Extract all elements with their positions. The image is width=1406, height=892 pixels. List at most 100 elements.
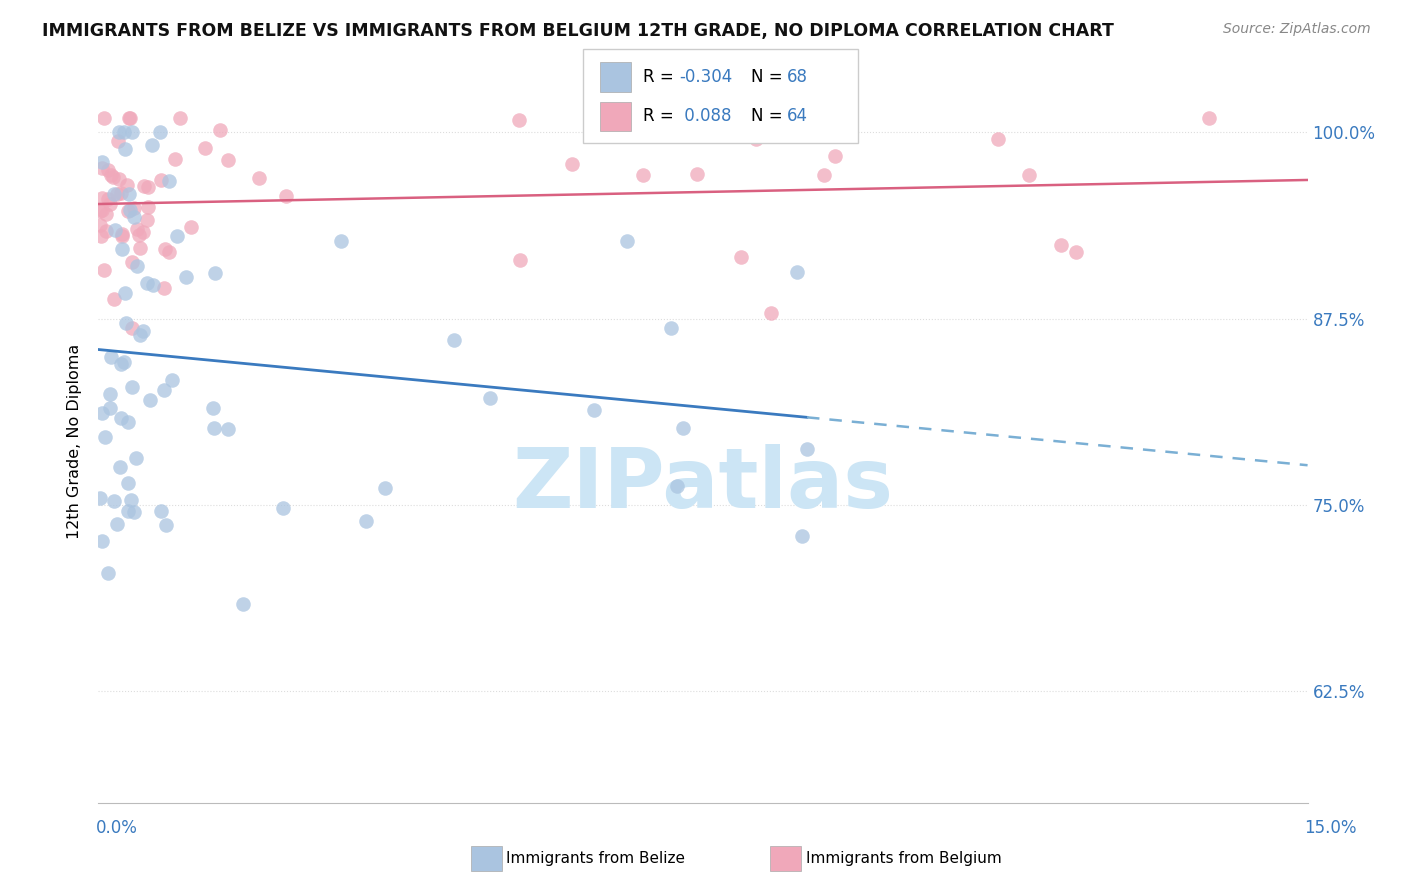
Point (232, 598, 254, 612)
Point (120, 493, 142, 508)
Point (1198, 111, 1220, 125)
Point (169, 111, 191, 125)
Point (110, 242, 132, 256)
Text: N =: N = (751, 68, 787, 87)
Point (128, 228, 150, 243)
Point (128, 241, 150, 255)
Point (117, 111, 139, 125)
Point (112, 125, 135, 139)
Point (152, 383, 174, 397)
Point (136, 180, 159, 194)
Text: N =: N = (751, 108, 787, 126)
Point (374, 481, 396, 495)
Point (89, 218, 111, 232)
Point (659, 321, 682, 335)
Point (91, 191, 114, 205)
Point (478, 391, 501, 405)
Point (114, 142, 136, 156)
Point (508, 112, 530, 127)
Text: IMMIGRANTS FROM BELIZE VS IMMIGRANTS FROM BELGIUM 12TH GRADE, NO DIPLOMA CORRELA: IMMIGRANTS FROM BELIZE VS IMMIGRANTS FRO… (42, 22, 1114, 40)
Point (91, 406, 114, 420)
Point (633, 168, 655, 182)
Text: Source: ZipAtlas.com: Source: ZipAtlas.com (1223, 22, 1371, 37)
Point (153, 242, 176, 256)
Point (745, 132, 768, 146)
Point (792, 529, 814, 543)
Point (91, 533, 114, 548)
Point (121, 125, 143, 139)
Point (114, 285, 136, 300)
Point (110, 357, 132, 371)
Point (730, 250, 752, 264)
Point (443, 334, 465, 348)
Point (132, 324, 155, 338)
Point (136, 212, 159, 227)
Point (122, 201, 145, 215)
Point (97, 566, 120, 580)
Point (118, 202, 141, 217)
Text: -0.304: -0.304 (679, 68, 733, 87)
Point (142, 277, 165, 292)
Point (97, 192, 120, 206)
Point (98, 401, 121, 416)
Point (90, 155, 112, 169)
Text: Immigrants from Belize: Immigrants from Belize (506, 851, 685, 865)
Point (94, 430, 117, 444)
Point (354, 514, 377, 528)
Point (89, 491, 111, 506)
Point (121, 320, 143, 334)
Point (217, 153, 239, 167)
Text: R =: R = (643, 108, 679, 126)
Point (180, 220, 202, 235)
Point (166, 229, 188, 244)
Point (329, 234, 352, 248)
Point (110, 410, 132, 425)
Point (274, 188, 297, 202)
Point (117, 203, 139, 218)
Point (786, 265, 808, 279)
Point (149, 504, 172, 518)
Point (204, 267, 226, 281)
Point (160, 373, 183, 387)
Point (204, 421, 226, 435)
Point (125, 259, 148, 273)
Point (94, 207, 117, 221)
Point (103, 292, 125, 306)
Text: R =: R = (643, 68, 679, 87)
Point (90, 229, 112, 244)
Point (1018, 168, 1040, 182)
Text: ZIPatlas: ZIPatlas (513, 444, 893, 525)
Point (132, 225, 155, 239)
Point (616, 234, 638, 248)
Point (121, 380, 143, 394)
Point (759, 306, 782, 320)
Point (91, 203, 114, 218)
Point (122, 211, 145, 225)
Point (157, 174, 180, 188)
Point (111, 228, 134, 243)
Y-axis label: 12th Grade, No Diploma: 12th Grade, No Diploma (67, 344, 83, 539)
Point (813, 169, 835, 183)
Point (209, 123, 232, 137)
Point (115, 316, 138, 330)
Point (153, 281, 176, 295)
Point (136, 200, 159, 214)
Point (112, 354, 135, 368)
Point (271, 500, 294, 515)
Point (117, 476, 139, 491)
Point (141, 138, 163, 153)
Point (665, 479, 688, 493)
Point (582, 403, 605, 417)
Point (796, 442, 818, 457)
Point (249, 171, 271, 186)
Point (100, 350, 122, 364)
Point (685, 167, 707, 181)
Point (125, 222, 148, 236)
Point (134, 179, 156, 194)
Point (105, 516, 128, 531)
Point (104, 223, 127, 237)
Point (97, 163, 120, 178)
Point (217, 422, 239, 436)
Point (118, 186, 141, 201)
Point (193, 141, 215, 155)
